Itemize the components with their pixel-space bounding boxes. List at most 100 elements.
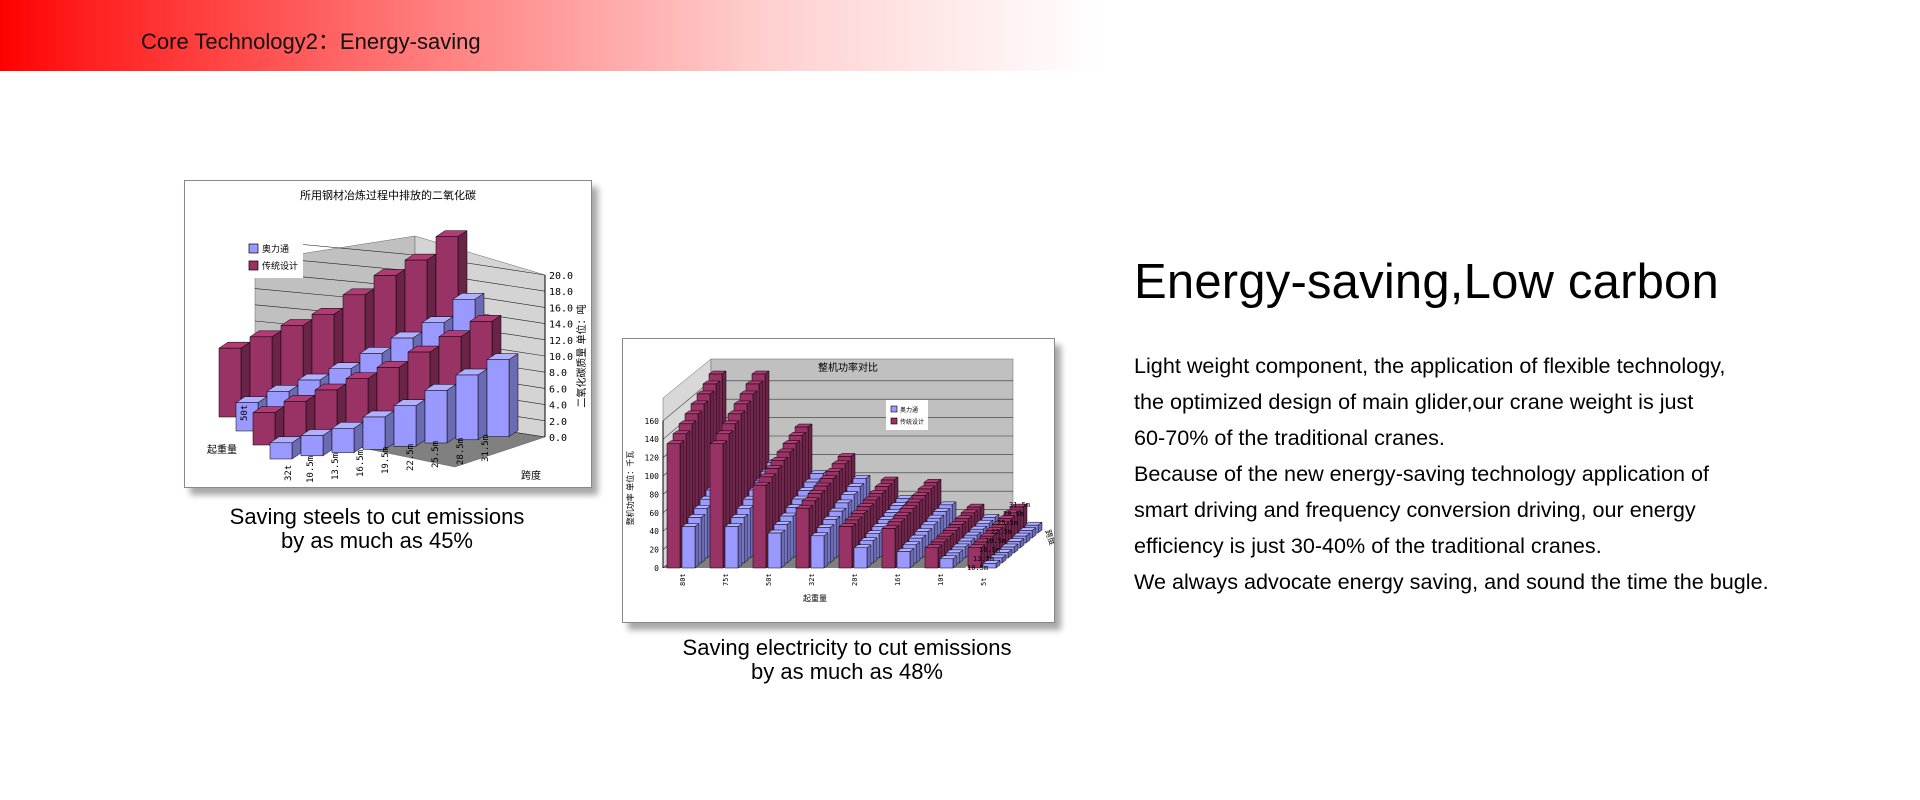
bar-side (477, 368, 488, 441)
group-tick-label: 32t (284, 465, 294, 481)
y-axis-label: 整机功率 单位：千瓦 (625, 451, 635, 526)
legend-label: 奥力通 (262, 243, 289, 255)
legend-label: 奥力通 (900, 406, 918, 414)
legend-swatch (890, 405, 898, 413)
bar-front (218, 347, 242, 418)
legend-label: 传统设计 (900, 418, 924, 426)
x-tick-label: 19.5m (381, 447, 391, 474)
bar-side (508, 353, 519, 438)
bar-front (269, 442, 293, 460)
bar-32t-奥力通 (424, 383, 457, 444)
bar-traditional (881, 524, 900, 569)
paragraph-line: 60-70% of the traditional cranes. (1134, 425, 1445, 450)
bar-32t-奥力通 (269, 436, 302, 460)
x-tick-label: 16t (894, 573, 902, 586)
bar-front (838, 526, 853, 569)
bar-front (939, 558, 954, 569)
y-tick-label: 16.0 (549, 303, 573, 314)
x-tick-label: 31.5m (481, 435, 491, 462)
bar-side (700, 513, 706, 564)
bar-traditional (795, 504, 814, 569)
depth-tick-label: 28.5m (1003, 510, 1024, 518)
bar-front (853, 547, 868, 569)
y-tick-label: 140 (645, 435, 660, 444)
bar-front (424, 390, 448, 444)
power-comparison-chart-svg: 整机功率对比 0 20 40 60 80 100 120 140 160 整机功率 单位：千瓦 80t… (625, 358, 1054, 603)
electricity-caption-line-1: Saving electricity to cut emissions (682, 635, 1012, 660)
legend-swatch (248, 243, 259, 254)
bar-aolitong (939, 555, 958, 569)
co2-steel-chart: 所用钢材冶炼过程中排放的二氧化碳 0.0 2.0 4.0 6.0 8.0 10.0 12.0 1… (184, 180, 592, 488)
electricity-caption: Saving electricity to cut emissions by a… (637, 636, 1057, 684)
bar-front (393, 405, 417, 447)
z-axis-label: 起重量 (207, 443, 237, 456)
bar-front (767, 532, 782, 569)
legend-label: 传统设计 (262, 260, 298, 272)
steel-caption-line-1: Saving steels to cut emissions (229, 504, 525, 529)
electricity-caption-line-2: by as much as 48% (751, 659, 943, 684)
bar-front (967, 547, 982, 569)
bar-front (810, 535, 825, 569)
bar-front (982, 563, 997, 569)
chart-title: 整机功率对比 (818, 361, 878, 374)
power-comparison-chart: 整机功率对比 0 20 40 60 80 100 120 140 160 整机功率 单位：千瓦 80t… (622, 338, 1055, 623)
bar-side (743, 513, 749, 564)
bar-front (752, 484, 767, 569)
bar-aolitong (896, 547, 915, 569)
bar-side (909, 547, 915, 569)
y-tick-label: 12.0 (549, 336, 573, 347)
legend-swatch (248, 260, 259, 271)
bar-traditional (709, 440, 728, 569)
bar-front (331, 428, 355, 453)
bar-front (455, 374, 479, 441)
depth-tick-label: 19.5m (985, 537, 1006, 545)
depth-tick-label: 22.5m (991, 528, 1012, 536)
bar-front (724, 526, 739, 569)
y-tick-label: 20.0 (549, 271, 573, 282)
x-tick-label: 75t (722, 573, 730, 586)
header-title: Core Technology2：Energy-saving (141, 29, 481, 54)
bar-front (924, 547, 939, 569)
y-tick-label: 80 (649, 490, 659, 499)
x-tick-label: 25.5m (431, 441, 441, 468)
bar-side (866, 544, 872, 569)
x-tick-label: 28.5m (456, 438, 466, 465)
bar-32t-奥力通 (362, 410, 395, 450)
bar-aolitong (810, 532, 829, 569)
bar-front (362, 416, 386, 450)
bar-front (896, 551, 911, 569)
depth-tick-label: 16.5m (979, 546, 1000, 554)
description-paragraph: Light weight component, the application … (1134, 348, 1769, 600)
bar-side (823, 532, 829, 569)
bar-side (915, 541, 921, 564)
bar-traditional (752, 481, 771, 569)
depth-tick-label: 25.5m (997, 519, 1018, 527)
y-tick-label: 0 (654, 564, 659, 573)
depth-tick-label: 13.5m (973, 555, 994, 563)
bar-side (446, 383, 457, 444)
y-tick-label: 4.0 (549, 401, 567, 412)
bar-side (829, 524, 835, 564)
x-tick-label: 50t (765, 573, 773, 586)
x-tick-label: 80t (679, 573, 687, 586)
y-tick-label: 120 (645, 454, 660, 463)
x-tick-label: 10.5m (306, 456, 316, 483)
steel-caption: Saving steels to cut emissions by as muc… (177, 505, 577, 553)
x-tick-label: 5t (980, 578, 988, 586)
paragraph-line: smart driving and frequency conversion d… (1134, 497, 1696, 522)
x-axis-label: 跨度 (521, 469, 541, 482)
x-tick-label: 13.5m (331, 453, 341, 480)
paragraph-line: We always advocate energy saving, and so… (1134, 569, 1769, 594)
bar-front (252, 412, 276, 446)
bar-side (786, 521, 792, 564)
bar-aolitong (767, 529, 786, 569)
bar-50t-奥力通 (235, 396, 268, 432)
y-tick-label: 160 (645, 417, 660, 426)
bar-50t-传统设计 (218, 341, 251, 418)
bar-front (300, 435, 324, 457)
legend-swatch (890, 417, 898, 425)
bar-side (780, 529, 786, 569)
paragraph-line: efficiency is just 30-40% of the traditi… (1134, 533, 1602, 558)
bar-side (384, 410, 395, 450)
bar-front (881, 528, 896, 569)
